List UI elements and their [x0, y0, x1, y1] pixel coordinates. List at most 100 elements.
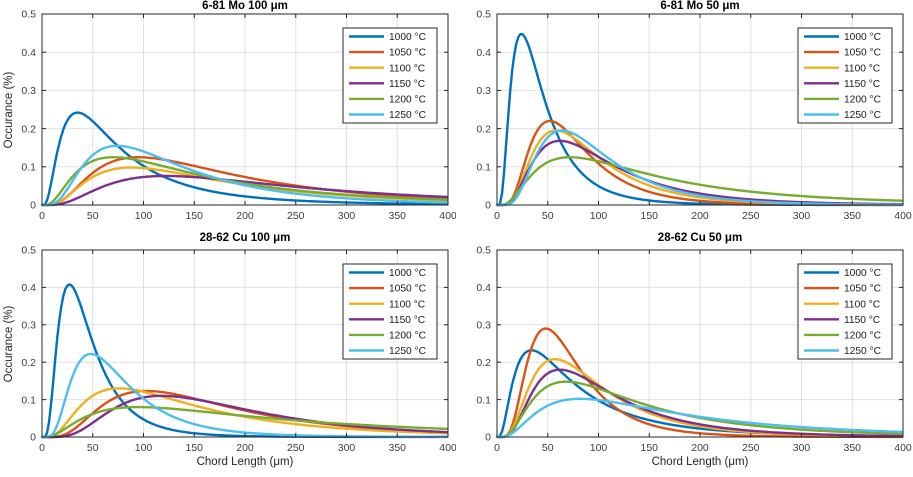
y-tick-label: 0.2 [21, 123, 36, 135]
x-tick-label: 100 [590, 210, 608, 222]
chart-title-cu-50um: 28-62 Cu 50 μm [657, 232, 743, 244]
plot-svg-cu-100um: 0 50 100 150 200 250 300 350 400 0 0.1 0.2 0.3 0.4 0.5… [21, 245, 456, 454]
y-tick-label: 0.4 [476, 47, 491, 59]
x-axis-label: Chord Length (μm) [651, 456, 749, 468]
chart-title-cu-100um: 28-62 Cu 100 μm [199, 232, 291, 244]
y-tick-label: 0.4 [21, 47, 36, 59]
series-line-1150c [40, 394, 449, 439]
x-tick-label: 300 [793, 210, 811, 222]
x-tick-label: 200 [691, 210, 709, 222]
series-line-1200c [495, 156, 904, 207]
x-tick-label: 400 [894, 442, 912, 454]
legend-label: 1000 °C [389, 268, 426, 279]
legend-label: 1150 °C [844, 79, 880, 90]
x-tick-label: 300 [338, 210, 356, 222]
y-tick-label: 0.1 [21, 162, 36, 174]
x-tick-label: 0 [494, 442, 500, 454]
y-tick-label: 0.3 [21, 85, 36, 97]
y-tick-label: 0.5 [476, 245, 491, 257]
y-tick-label: 0 [30, 200, 36, 212]
x-tick-label: 100 [135, 442, 153, 454]
legend-label: 1200 °C [844, 331, 881, 342]
y-tick-label: 0.2 [476, 357, 491, 369]
x-axis-label: Chord Length (μm) [196, 456, 294, 468]
legend-label: 1050 °C [389, 284, 426, 295]
legend: 1000 °C 1050 °C 1100 °C 1150 °C 1200 °C 1250 … [797, 263, 893, 360]
y-tick-label: 0.3 [476, 85, 491, 97]
legend: 1000 °C 1050 °C 1100 °C 1150 °C 1200 °C 1250 … [797, 27, 893, 124]
series-line-1200c [40, 156, 449, 207]
series-line-1250c [495, 129, 904, 207]
plot-svg-cu-50um: 0 50 100 150 200 250 300 350 400 0 0.1 0.2 0.3 0.4 0.5… [476, 245, 912, 454]
chart-title-mo-50um: 6-81 Mo 50 μm [660, 0, 740, 12]
chart-cell-cu-100um: 28-62 Cu 100 μm Occurance (%) Chord Leng… [0, 226, 456, 477]
x-tick-label: 400 [894, 210, 912, 222]
y-tick-label: 0.1 [21, 394, 36, 406]
legend-label: 1150 °C [844, 315, 880, 326]
x-tick-label: 300 [793, 442, 811, 454]
legend-label: 1000 °C [844, 32, 881, 43]
x-tick-label: 150 [185, 442, 203, 454]
legend-label: 1250 °C [389, 346, 426, 357]
y-tick-label: 0.5 [21, 9, 36, 21]
plot-svg-mo-50um: 0 50 100 150 200 250 300 350 400 0 0.1 0.2 0.3 0.4 0.5… [476, 9, 912, 222]
series-line-1150c [40, 174, 449, 207]
x-tick-label: 250 [742, 442, 760, 454]
legend-box [342, 263, 438, 360]
x-tick-label: 200 [236, 210, 254, 222]
legend-label: 1100 °C [389, 63, 425, 74]
series-line-1250c [40, 144, 449, 207]
legend-label: 1050 °C [844, 48, 881, 59]
series-line-1000c [40, 111, 449, 207]
legend-label: 1150 °C [389, 315, 425, 326]
x-tick-label: 0 [494, 210, 500, 222]
y-tick-label: 0.5 [21, 245, 36, 257]
legend-box [797, 27, 893, 124]
axes [41, 249, 449, 438]
legend-label: 1250 °C [844, 110, 881, 121]
plot-svg-mo-100um: 0 50 100 150 200 250 300 350 400 0 0.1 0.2 0.3 0.4 0.5… [21, 9, 456, 222]
x-tick-label: 350 [843, 210, 861, 222]
x-tick-label: 350 [388, 210, 406, 222]
series-line-1150c [495, 368, 904, 439]
x-tick-label: 50 [87, 210, 99, 222]
series-line-1250c [495, 397, 904, 439]
chart-title-mo-100um: 6-81 Mo 100 μm [202, 0, 288, 12]
tick-labels: 0 50 100 150 200 250 300 350 400 0 0.1 0.2 0.3 0.4 0.5 [476, 245, 912, 454]
legend-label: 1150 °C [389, 79, 425, 90]
x-tick-label: 50 [87, 442, 99, 454]
x-tick-label: 250 [287, 442, 305, 454]
legend-label: 1000 °C [389, 32, 426, 43]
y-tick-label: 0.2 [476, 123, 491, 135]
legend-label: 1000 °C [844, 268, 881, 279]
x-tick-label: 0 [39, 442, 45, 454]
x-tick-label: 0 [39, 210, 45, 222]
y-tick-label: 0.1 [476, 162, 491, 174]
tick-labels: 0 50 100 150 200 250 300 350 400 0 0.1 0.2 0.3 0.4 0.5 [21, 9, 456, 222]
legend-label: 1050 °C [844, 284, 881, 295]
y-tick-label: 0.3 [476, 320, 491, 332]
x-tick-label: 150 [640, 210, 658, 222]
x-tick-label: 200 [691, 442, 709, 454]
legend-box [797, 263, 893, 360]
x-tick-label: 250 [287, 210, 305, 222]
y-tick-label: 0.3 [21, 320, 36, 332]
x-tick-label: 200 [236, 442, 254, 454]
x-tick-label: 350 [388, 442, 406, 454]
legend: 1000 °C 1050 °C 1100 °C 1150 °C 1200 °C 1250 … [342, 27, 438, 124]
x-tick-label: 350 [843, 442, 861, 454]
legend-box [342, 27, 438, 124]
axes [496, 13, 904, 206]
x-tick-label: 50 [542, 442, 554, 454]
series-lines [40, 111, 449, 207]
x-tick-label: 100 [135, 210, 153, 222]
y-tick-label: 0 [485, 200, 491, 212]
legend-label: 1100 °C [844, 299, 880, 310]
legend-label: 1200 °C [844, 95, 881, 106]
y-tick-label: 0.4 [21, 282, 36, 294]
legend-label: 1250 °C [844, 346, 881, 357]
chart-cell-cu-50um: 28-62 Cu 50 μm Chord Length (μm) 0 50 100 1… [457, 226, 913, 477]
chart-cell-mo-50um: 6-81 Mo 50 μm 0 50 100 150 200 250 300 350 400 0 0… [457, 0, 913, 226]
legend-label: 1100 °C [844, 63, 880, 74]
